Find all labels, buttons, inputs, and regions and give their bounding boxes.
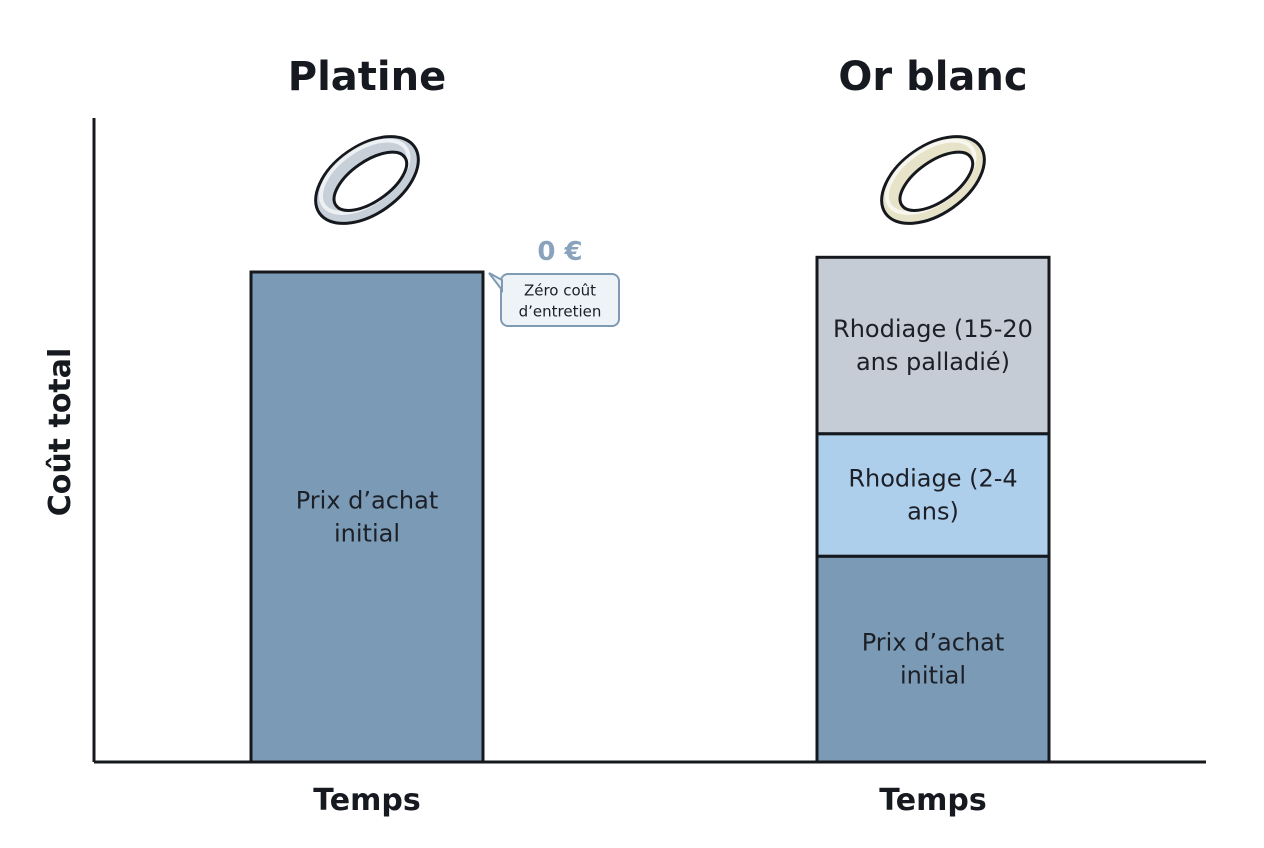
bar-segment-label: Prix d’achat initial <box>296 487 439 548</box>
bar-segment-label: Rhodiage (2-4 ans) <box>848 464 1017 525</box>
y-axis-label: Coût total <box>43 348 78 517</box>
annotation-pointer <box>488 272 503 293</box>
ring-white-gold-icon <box>880 135 986 225</box>
bar-segment <box>815 432 1051 558</box>
column-title: Or blanc <box>838 54 1027 100</box>
annotation-text: Zéro coût d’entretien <box>519 282 602 321</box>
x-axis-label: Temps <box>879 783 986 818</box>
column-title: Platine <box>288 54 446 100</box>
bar-segment <box>249 270 485 764</box>
bar-segment <box>815 554 1051 764</box>
plot-area: Platine Prix d’achat initial Temps 0 € Zéro c… <box>249 54 1051 818</box>
annotation-box <box>500 273 620 327</box>
x-axis-label: Temps <box>313 783 420 818</box>
ring-platinum-icon <box>314 135 420 225</box>
bar-segment <box>815 255 1051 436</box>
bar-segment-label: Prix d’achat initial <box>862 629 1005 690</box>
annotation-value: 0 € <box>537 237 582 267</box>
bar-segment-label: Rhodiage (15-20 ans palladié) <box>833 315 1033 376</box>
